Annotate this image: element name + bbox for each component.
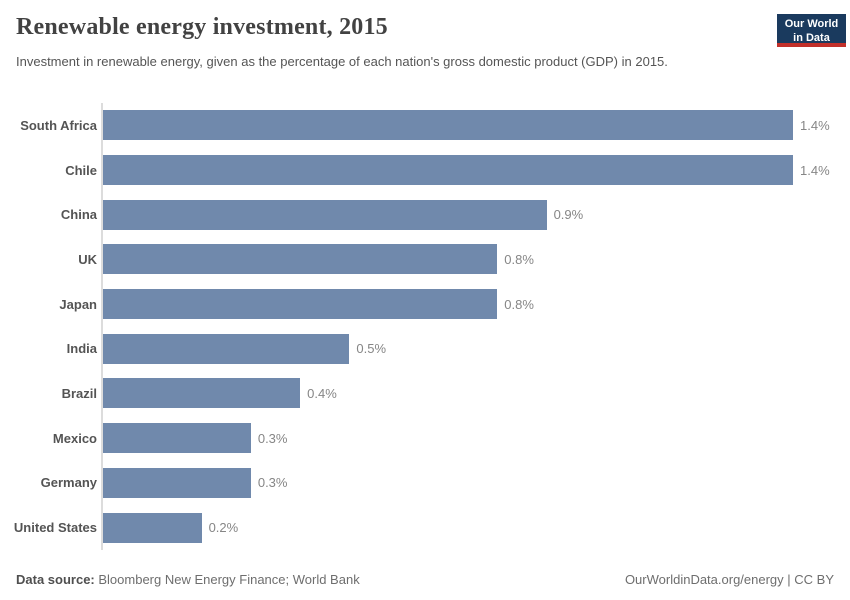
category-label: Mexico xyxy=(52,430,97,446)
bar[interactable] xyxy=(103,378,301,409)
bar[interactable] xyxy=(103,289,498,320)
value-label: 0.2% xyxy=(208,520,239,536)
chart-subtitle: Investment in renewable energy, given as… xyxy=(16,54,668,69)
category-label: United States xyxy=(13,520,97,536)
chart-title: Renewable energy investment, 2015 xyxy=(16,14,388,40)
owid-logo-line1: Our World xyxy=(784,18,839,30)
bar[interactable] xyxy=(103,244,498,275)
y-axis-line xyxy=(101,103,103,550)
value-label: 0.3% xyxy=(257,475,288,491)
data-source-text: Bloomberg New Energy Finance; World Bank xyxy=(94,572,360,587)
data-source-note: Data source: Bloomberg New Energy Financ… xyxy=(16,572,360,587)
value-label: 0.9% xyxy=(553,207,584,223)
category-label: Chile xyxy=(65,162,97,178)
bar[interactable] xyxy=(103,110,793,141)
value-label: 0.8% xyxy=(504,251,534,267)
category-label: China xyxy=(60,207,97,223)
chart-row: South Africa 1.4% xyxy=(12,103,834,148)
chart-footer: Data source: Bloomberg New Energy Financ… xyxy=(16,572,834,587)
data-source-label: Data source: xyxy=(16,572,95,587)
value-label: 1.4% xyxy=(800,162,830,178)
category-label: UK xyxy=(78,251,97,267)
chart-row: Mexico 0.3% xyxy=(12,416,834,461)
bar[interactable] xyxy=(103,512,202,543)
value-label: 0.5% xyxy=(356,341,387,357)
bar[interactable] xyxy=(103,333,350,364)
bar[interactable] xyxy=(103,423,251,454)
chart-row: India 0.5% xyxy=(12,326,834,371)
bar-chart: South Africa 1.4% Chile 1.4% China 0.9% UK 0.8%… xyxy=(12,103,834,550)
owid-logo[interactable]: Our World in Data xyxy=(777,14,846,47)
category-label: Brazil xyxy=(61,385,97,401)
category-label: Japan xyxy=(59,296,97,312)
credit-note: OurWorldinData.org/energy | CC BY xyxy=(624,572,834,587)
owid-logo-line2: in Data xyxy=(793,31,830,44)
bar-rows: South Africa 1.4% Chile 1.4% China 0.9% UK 0.8%… xyxy=(12,103,834,550)
chart-row: Japan 0.8% xyxy=(12,282,834,327)
chart-row: UK 0.8% xyxy=(12,237,834,282)
bar[interactable] xyxy=(103,155,793,186)
bar[interactable] xyxy=(103,199,547,230)
chart-row: Germany 0.3% xyxy=(12,461,834,506)
category-label: South Africa xyxy=(20,117,97,133)
chart-row: Chile 1.4% xyxy=(12,148,834,193)
value-label: 1.4% xyxy=(800,117,830,133)
bar[interactable] xyxy=(103,467,251,498)
value-label: 0.3% xyxy=(257,430,288,446)
chart-row: Brazil 0.4% xyxy=(12,371,834,416)
chart-row: China 0.9% xyxy=(12,192,834,237)
value-label: 0.8% xyxy=(504,296,534,312)
chart-row: United States 0.2% xyxy=(12,505,834,550)
category-label: Germany xyxy=(40,475,97,491)
category-label: India xyxy=(66,341,97,357)
value-label: 0.4% xyxy=(307,385,337,401)
